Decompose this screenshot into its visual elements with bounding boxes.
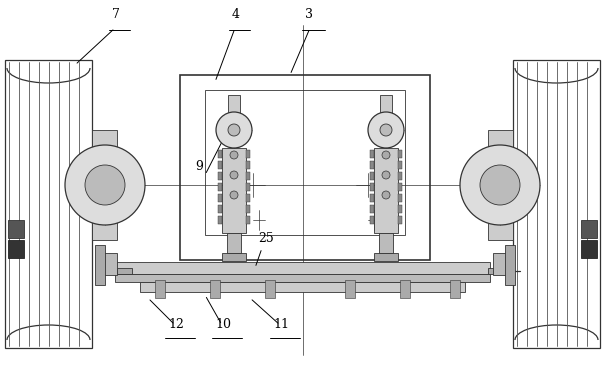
Bar xyxy=(380,95,392,113)
Bar xyxy=(398,205,402,213)
Circle shape xyxy=(368,112,404,148)
Bar xyxy=(246,216,250,224)
Bar xyxy=(450,280,460,298)
Bar xyxy=(265,280,275,298)
Bar xyxy=(488,268,503,274)
Text: 4: 4 xyxy=(232,8,240,21)
Bar xyxy=(222,148,246,233)
Bar xyxy=(488,130,513,240)
Text: 25: 25 xyxy=(258,232,273,245)
Bar xyxy=(140,282,465,292)
Text: 12: 12 xyxy=(168,318,184,331)
Bar xyxy=(218,172,222,180)
Bar xyxy=(513,60,600,348)
Bar xyxy=(8,220,24,238)
Bar xyxy=(370,183,374,191)
Bar xyxy=(374,148,398,233)
Bar xyxy=(103,253,117,275)
Bar xyxy=(218,183,222,191)
Bar xyxy=(227,233,241,253)
Circle shape xyxy=(230,171,238,179)
Bar xyxy=(246,150,250,158)
Circle shape xyxy=(85,165,125,205)
Text: 9: 9 xyxy=(195,160,203,173)
Bar xyxy=(398,183,402,191)
Bar xyxy=(117,268,132,274)
Bar xyxy=(92,130,117,240)
Circle shape xyxy=(382,191,390,199)
Bar xyxy=(246,205,250,213)
Circle shape xyxy=(216,112,252,148)
Bar xyxy=(95,245,105,285)
Bar xyxy=(370,150,374,158)
Bar xyxy=(5,60,92,348)
Text: 3: 3 xyxy=(305,8,313,21)
Bar xyxy=(379,233,393,253)
Circle shape xyxy=(460,145,540,225)
Bar xyxy=(370,216,374,224)
Bar xyxy=(218,150,222,158)
Bar xyxy=(398,216,402,224)
Bar xyxy=(370,161,374,169)
Bar xyxy=(470,160,488,210)
Bar xyxy=(115,274,490,282)
Bar xyxy=(398,150,402,158)
Circle shape xyxy=(382,171,390,179)
Bar xyxy=(8,240,24,258)
Bar xyxy=(210,280,220,298)
Bar xyxy=(505,245,515,285)
Bar xyxy=(218,205,222,213)
Bar xyxy=(581,240,597,258)
Bar xyxy=(398,194,402,202)
Bar xyxy=(246,172,250,180)
Bar xyxy=(115,262,490,274)
Circle shape xyxy=(230,151,238,159)
Bar xyxy=(370,194,374,202)
Bar xyxy=(205,90,405,235)
Circle shape xyxy=(228,124,240,136)
Bar xyxy=(222,253,246,261)
Bar xyxy=(246,161,250,169)
Circle shape xyxy=(230,191,238,199)
Bar xyxy=(155,280,165,298)
Bar xyxy=(370,172,374,180)
Circle shape xyxy=(480,165,520,205)
Circle shape xyxy=(65,145,145,225)
Text: 11: 11 xyxy=(273,318,289,331)
Circle shape xyxy=(382,151,390,159)
Bar xyxy=(180,75,430,260)
Bar xyxy=(370,205,374,213)
Bar xyxy=(246,183,250,191)
Bar xyxy=(117,160,135,210)
Bar xyxy=(218,161,222,169)
Bar xyxy=(581,220,597,238)
Bar xyxy=(246,194,250,202)
Bar xyxy=(400,280,410,298)
Bar xyxy=(345,280,355,298)
Bar xyxy=(228,95,240,113)
Bar xyxy=(398,172,402,180)
Text: 10: 10 xyxy=(215,318,231,331)
Circle shape xyxy=(380,124,392,136)
Bar xyxy=(218,216,222,224)
Bar xyxy=(493,253,507,275)
Bar xyxy=(218,194,222,202)
Text: 7: 7 xyxy=(112,8,120,21)
Bar xyxy=(374,253,398,261)
Bar xyxy=(398,161,402,169)
